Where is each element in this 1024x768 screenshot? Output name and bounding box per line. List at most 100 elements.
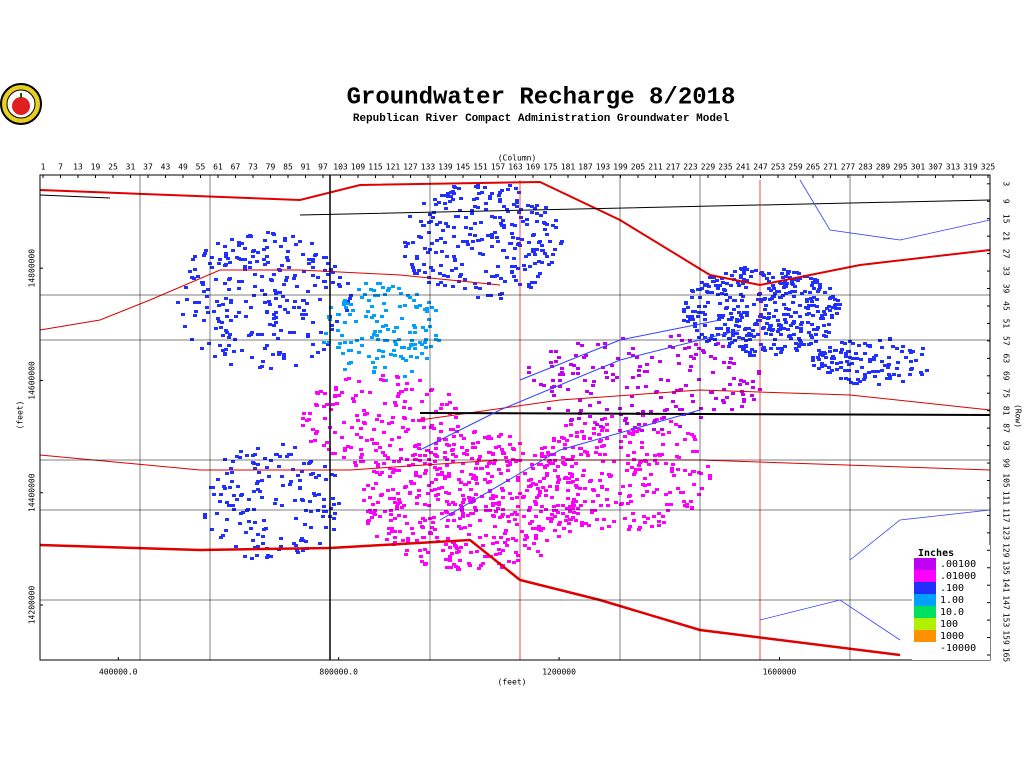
- recharge-cell: [860, 366, 864, 369]
- row-tick-label: 51: [1002, 319, 1011, 329]
- recharge-cell: [485, 465, 489, 468]
- recharge-cell: [517, 211, 521, 214]
- map-feature: [39, 194, 991, 216]
- recharge-cell: [293, 300, 297, 303]
- recharge-cell: [687, 346, 691, 349]
- recharge-cell: [483, 478, 487, 481]
- recharge-cell: [575, 478, 579, 481]
- recharge-cell: [610, 364, 614, 367]
- recharge-cell: [220, 321, 224, 324]
- recharge-cell: [452, 541, 456, 544]
- recharge-cell: [583, 379, 587, 382]
- recharge-cell: [603, 417, 607, 420]
- row-label: (Row): [1014, 404, 1023, 428]
- recharge-cell: [237, 287, 241, 290]
- recharge-cell: [627, 528, 631, 531]
- recharge-cell: [873, 375, 877, 378]
- recharge-cell: [571, 516, 575, 519]
- legend-swatch: [914, 630, 936, 642]
- recharge-cell: [816, 356, 820, 359]
- recharge-cell: [338, 285, 342, 288]
- recharge-cell: [556, 504, 560, 507]
- recharge-cell: [375, 334, 379, 337]
- recharge-cell: [458, 275, 462, 278]
- recharge-cell: [780, 272, 784, 275]
- column-tick-label: 217: [666, 163, 681, 172]
- recharge-cell: [445, 464, 449, 467]
- recharge-cell: [745, 268, 749, 271]
- recharge-cell: [351, 397, 355, 400]
- recharge-cell: [476, 186, 480, 189]
- recharge-cell: [711, 371, 715, 374]
- recharge-cell: [863, 352, 867, 355]
- recharge-cell: [557, 535, 561, 538]
- recharge-cell: [193, 301, 197, 304]
- recharge-cell: [697, 347, 701, 350]
- recharge-cell: [443, 456, 447, 459]
- recharge-cell: [490, 236, 494, 239]
- recharge-cell: [401, 426, 405, 429]
- y-tick-label: 14600000: [28, 361, 37, 400]
- recharge-cell: [354, 394, 358, 397]
- recharge-cell: [445, 458, 449, 461]
- recharge-cell: [523, 472, 527, 475]
- recharge-cell: [396, 383, 400, 386]
- recharge-cell: [423, 563, 427, 566]
- recharge-cell: [887, 356, 891, 359]
- recharge-cell: [643, 521, 647, 524]
- recharge-cell: [846, 350, 850, 353]
- recharge-cell: [459, 197, 463, 200]
- recharge-cell: [539, 383, 543, 386]
- recharge-cell: [430, 489, 434, 492]
- recharge-cell: [556, 475, 560, 478]
- recharge-cell: [674, 423, 678, 426]
- recharge-cell: [858, 380, 862, 383]
- recharge-cell: [489, 497, 493, 500]
- recharge-cell: [611, 373, 615, 376]
- recharge-cell: [470, 457, 474, 460]
- recharge-cell: [484, 534, 488, 537]
- recharge-cell: [337, 394, 341, 397]
- recharge-cell: [712, 276, 716, 279]
- recharge-cell: [471, 240, 475, 243]
- recharge-cell: [419, 236, 423, 239]
- recharge-cell: [521, 220, 525, 223]
- legend-label: -10000: [940, 643, 976, 654]
- column-tick-label: 265: [806, 163, 821, 172]
- recharge-cell: [805, 313, 809, 316]
- recharge-cell: [367, 299, 371, 302]
- recharge-cell: [316, 276, 320, 279]
- recharge-cell: [444, 491, 448, 494]
- recharge-cell: [465, 449, 469, 452]
- recharge-cell: [425, 310, 429, 313]
- recharge-cell: [741, 295, 745, 298]
- recharge-cell: [322, 256, 326, 259]
- recharge-cell: [675, 389, 679, 392]
- recharge-cell: [798, 315, 802, 318]
- recharge-cell: [382, 431, 386, 434]
- recharge-cell: [566, 497, 570, 500]
- recharge-cell: [544, 206, 548, 209]
- recharge-cell: [237, 243, 241, 246]
- recharge-cell: [827, 323, 831, 326]
- recharge-cell: [229, 319, 233, 322]
- recharge-cell: [375, 418, 379, 421]
- recharge-cell: [604, 371, 608, 374]
- recharge-cell: [640, 441, 644, 444]
- recharge-cell: [815, 328, 819, 331]
- recharge-cell: [679, 388, 683, 391]
- recharge-cell: [423, 519, 427, 522]
- recharge-cell: [569, 423, 573, 426]
- recharge-cell: [919, 371, 923, 374]
- recharge-cell: [484, 505, 488, 508]
- recharge-cell: [688, 339, 692, 342]
- recharge-cell: [384, 309, 388, 312]
- x-tick-label: 1200000: [542, 668, 576, 677]
- recharge-cell: [263, 239, 267, 242]
- recharge-cell: [444, 558, 448, 561]
- recharge-cell: [506, 210, 510, 213]
- recharge-cell: [440, 512, 444, 515]
- recharge-cell: [574, 484, 578, 487]
- recharge-cell: [722, 361, 726, 364]
- recharge-cell: [666, 379, 670, 382]
